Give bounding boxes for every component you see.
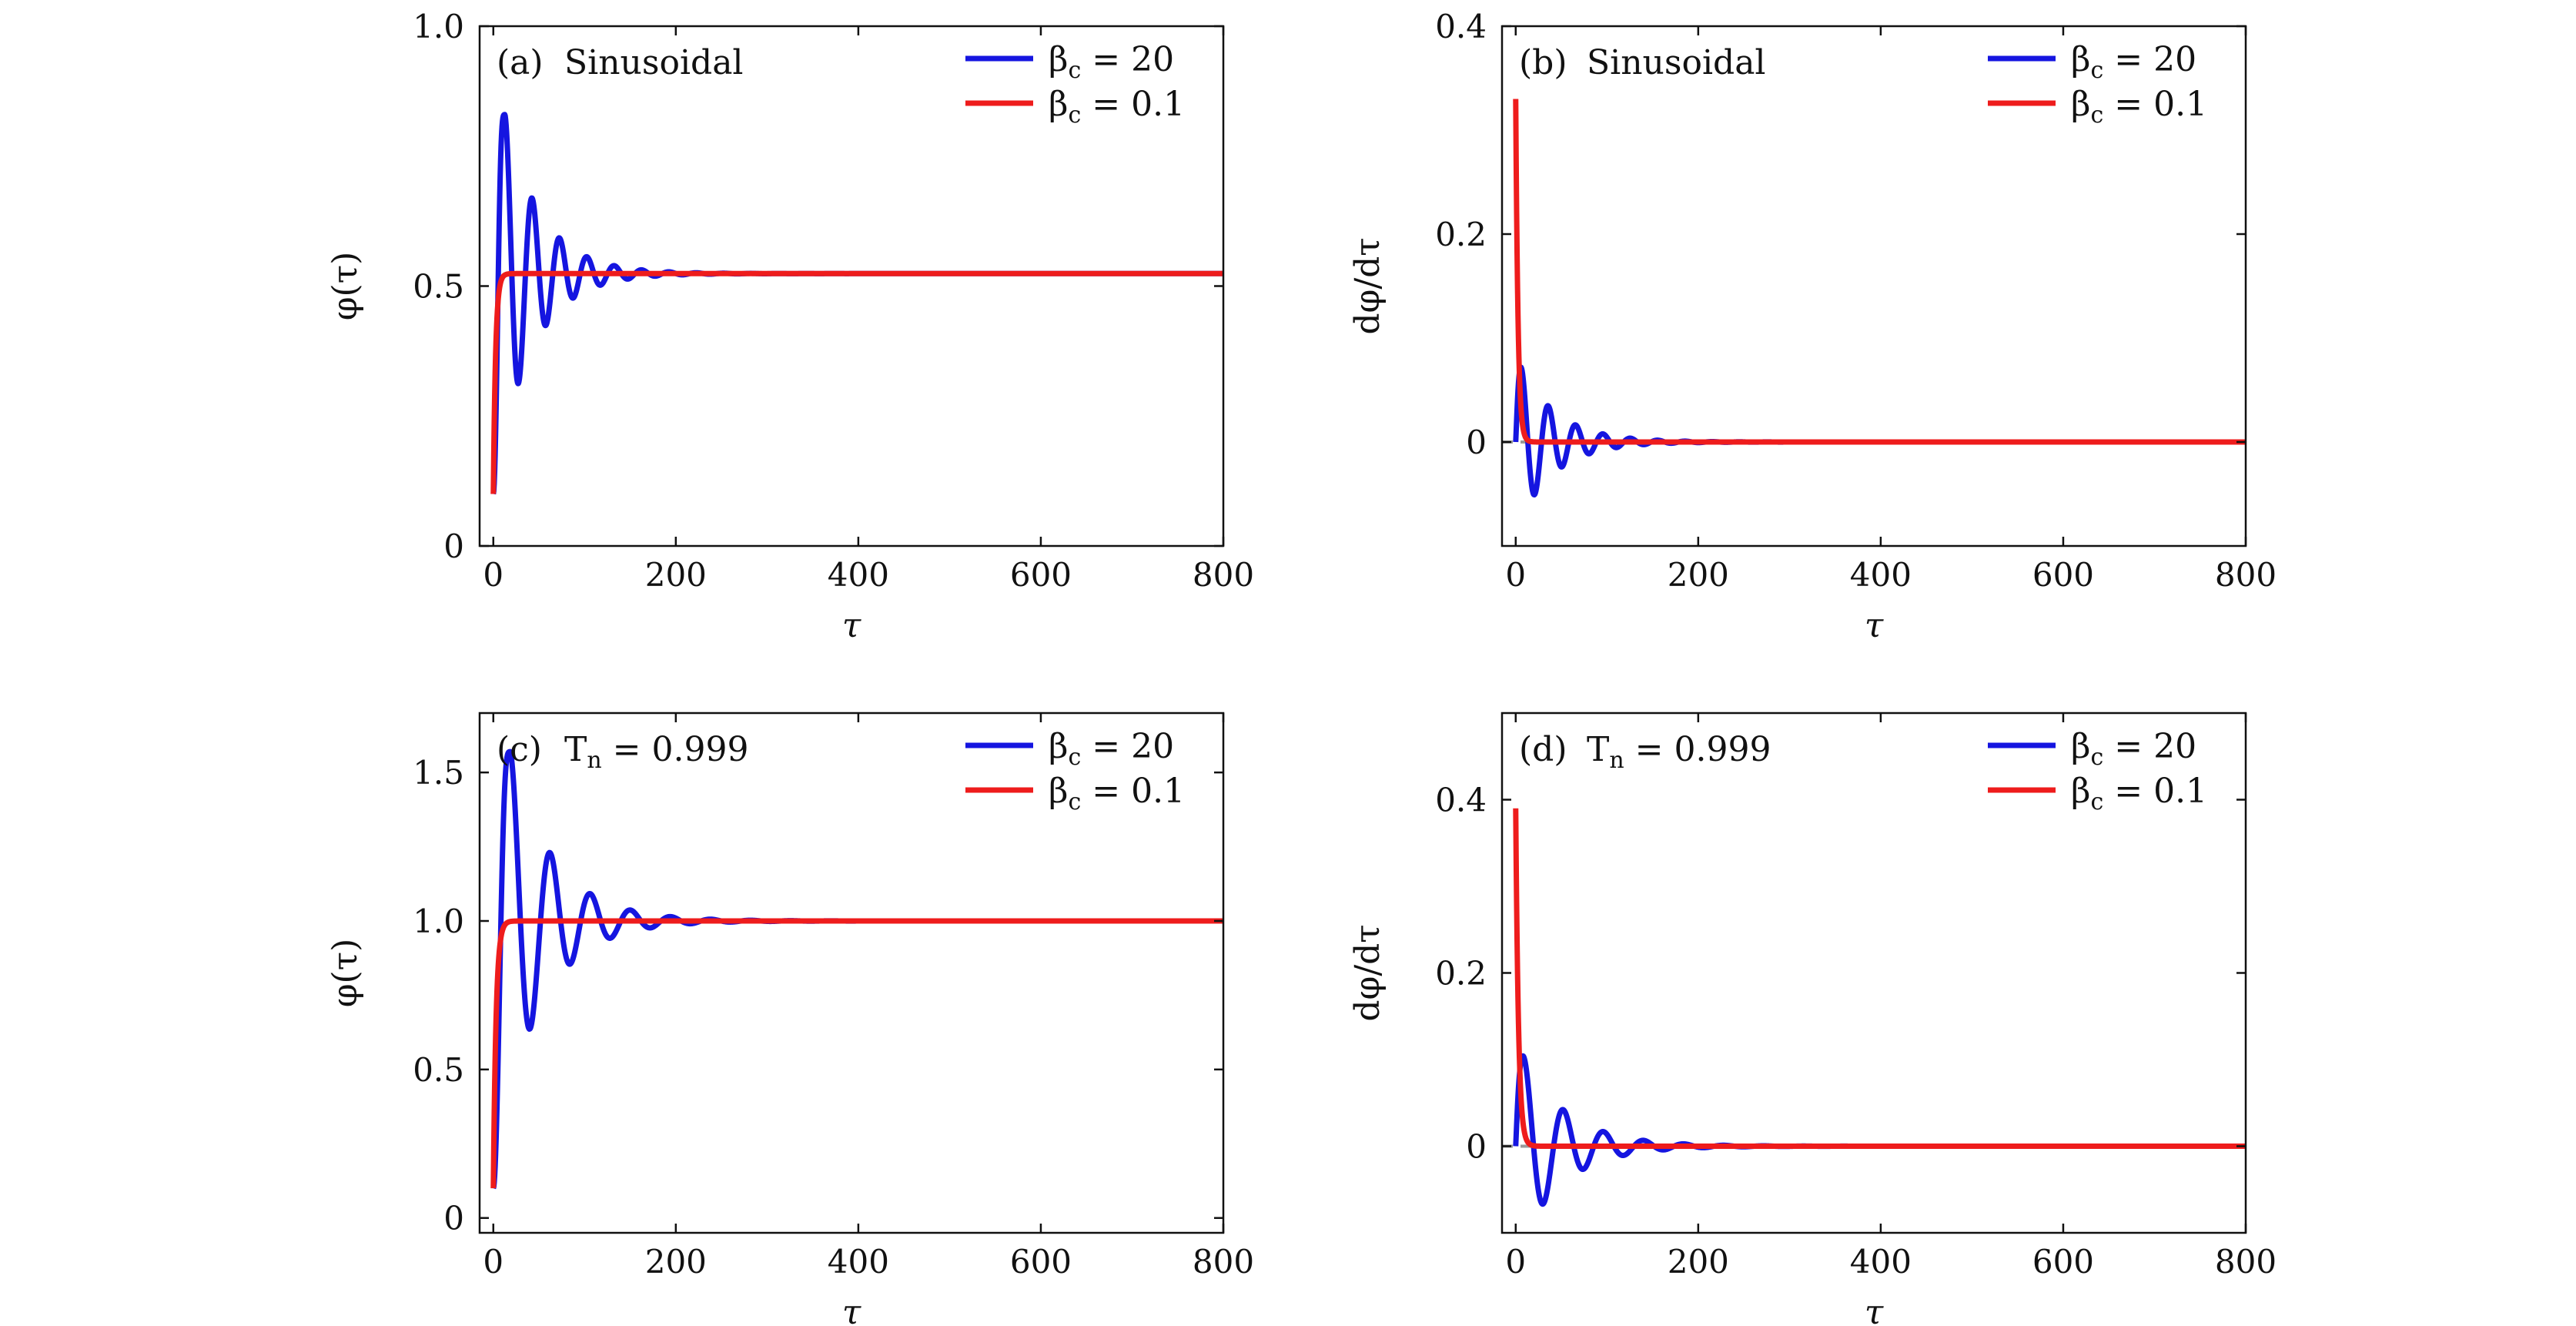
series-line-beta-20 [1513,364,2246,498]
x-tick-label: 200 [645,556,707,594]
x-tick-label: 200 [645,1243,707,1281]
legend-label: βc = 0.1 [2071,772,2207,815]
x-tick-label: 600 [2032,556,2094,594]
x-tick-label: 800 [2215,1243,2277,1281]
panel-b: 0 200 400 600 800 0 0.2 0.4 τ dφ/dτ (b) Sinusoidal β… [1348,8,2277,645]
y-axis-label: dφ/dτ [1348,924,1387,1021]
legend-label: βc = 20 [1049,727,1174,771]
x-tick-label: 400 [828,556,889,594]
y-tick-label: 1.0 [413,8,464,45]
x-axis-label: τ [842,606,861,645]
x-tick-label: 0 [1505,556,1526,594]
panel-c: 0 200 400 600 800 0 0.5 1.0 1.5 τ φ(τ) (c) Tn = 0.99… [326,712,1254,1326]
x-axis-label: τ [1865,606,1884,645]
y-tick-label: 0.5 [413,1051,464,1089]
x-tick-label: 400 [1850,1243,1912,1281]
axes-frame [1500,25,2247,547]
y-tick-label: 0 [443,527,464,565]
x-tick-label: 400 [828,1243,889,1281]
x-tick-label: 600 [2032,1243,2094,1281]
x-tick-label: 800 [1193,556,1254,594]
panel-d: 0 200 400 600 800 0 0.2 0.4 τ dφ/dτ (d) Tn = 0.999 β… [1348,712,2277,1326]
x-tick-label: 0 [1505,1243,1526,1281]
x-tick-label: 400 [1850,556,1912,594]
x-axis-label: τ [1865,1293,1884,1326]
series-line-beta-0-1 [490,918,1223,1189]
y-tick-label: 0.4 [1435,8,1487,45]
x-tick-label: 200 [1668,556,1729,594]
series-line-beta-0-1 [1513,808,2246,1149]
series-line-beta-0-1 [1513,99,2246,445]
y-tick-label: 0 [443,1200,464,1237]
y-tick-label: 0.5 [413,268,464,306]
x-tick-label: 200 [1668,1243,1729,1281]
x-tick-label: 600 [1010,556,1072,594]
panel-label: (b) [1519,43,1567,82]
legend-label: βc = 20 [2071,40,2196,84]
y-tick-label: 0 [1466,1128,1487,1166]
panel-label: (c) [497,730,542,769]
y-axis-label: φ(τ) [326,252,365,320]
panel-label: (d) [1519,730,1567,769]
y-tick-label: 0.4 [1435,782,1487,819]
series-line-beta-0-1 [490,270,1223,494]
y-axis-label: dφ/dτ [1348,237,1387,334]
y-tick-label: 1.0 [413,902,464,940]
legend-label: βc = 0.1 [1049,772,1185,815]
x-tick-label: 0 [483,556,503,594]
series-line-beta-20 [490,748,1223,1190]
panel-title: Sinusoidal [564,43,744,82]
legend-label: βc = 20 [1049,40,1174,84]
x-tick-label: 0 [483,1243,503,1281]
series-line-beta-20 [490,112,1223,495]
panel-title: Sinusoidal [1587,43,1766,82]
panel-a: 0 200 400 600 800 0 0.5 1.0 τ φ(τ) (a) Sinusoidal βc… [326,8,1254,645]
legend-label: βc = 20 [2071,727,2196,771]
y-tick-label: 0 [1466,424,1487,461]
legend-label: βc = 0.1 [1049,85,1185,129]
legend-label: βc = 0.1 [2071,85,2207,129]
panel-label: (a) [497,43,544,82]
y-axis-label: φ(τ) [326,939,365,1007]
panel-title: Tn = 0.999 [1587,730,1771,774]
x-tick-label: 800 [1193,1243,1254,1281]
panel-title: Tn = 0.999 [564,730,749,774]
axes-frame [478,712,1225,1234]
series-line-beta-20 [1513,1053,2246,1207]
x-axis-label: τ [842,1293,861,1326]
x-tick-label: 800 [2215,556,2277,594]
x-tick-label: 600 [1010,1243,1072,1281]
y-tick-label: 0.2 [1435,955,1487,993]
y-tick-label: 0.2 [1435,216,1487,253]
y-tick-label: 1.5 [413,754,464,792]
